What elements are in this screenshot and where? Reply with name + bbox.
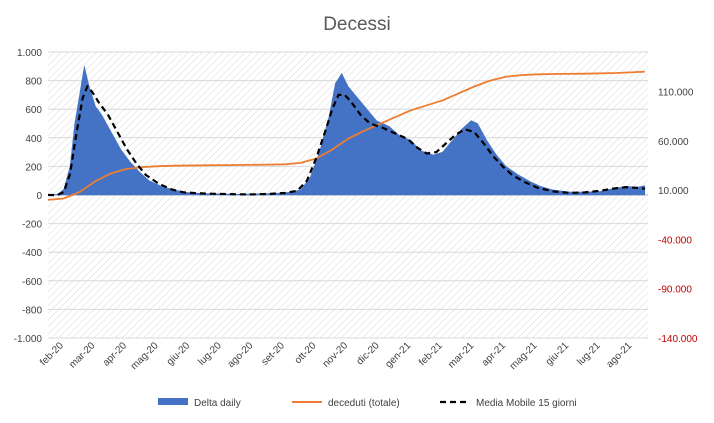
series-group — [47, 66, 646, 201]
y-axis-right: 110.000 60.000 10.000 -40.000 -90.000 -140.00… — [658, 87, 698, 345]
y-left-tick-label: -1.000 — [14, 334, 43, 345]
x-tick-label: nov-20 — [321, 340, 351, 370]
chart-title: Decessi — [323, 14, 391, 35]
y-left-tick-label: 0 — [36, 191, 42, 202]
x-tick-label: set-20 — [260, 340, 288, 368]
y-left-tick-label: -400 — [22, 248, 42, 259]
x-tick-label: apr-21 — [480, 340, 509, 369]
x-tick-label: ago-21 — [605, 340, 635, 370]
series-delta-daily-area — [47, 66, 646, 196]
y-left-tick-label: -600 — [22, 277, 42, 288]
y-left-tick-label: 1.000 — [17, 48, 42, 59]
legend-swatch-delta-daily — [158, 398, 188, 405]
x-tick-label: lug-20 — [196, 340, 224, 368]
x-tick-label: mag-20 — [129, 340, 161, 372]
x-tick-label: gen-21 — [383, 340, 413, 370]
y-left-tick-label: 400 — [25, 134, 42, 145]
x-tick-label: feb-21 — [417, 340, 445, 368]
y-left-tick-label: 800 — [25, 77, 42, 88]
series-deceduti-totale-line — [47, 70, 645, 201]
x-tick-label: feb-20 — [38, 340, 66, 368]
series-media-mobile-line — [48, 85, 645, 197]
y-left-tick-label: 200 — [25, 162, 42, 173]
y-right-tick-label: 60.000 — [658, 137, 689, 148]
y-right-tick-label: 10.000 — [658, 186, 689, 197]
y-axis-left: 1.000 800 600 400 200 0 -200 -400 -600 -800 -1.000 — [14, 48, 43, 345]
x-tick-label: apr-20 — [101, 340, 130, 369]
x-tick-label: mar-21 — [446, 340, 476, 370]
legend-label: deceduti (totale) — [328, 398, 400, 409]
y-left-tick-label: 600 — [25, 105, 42, 116]
x-tick-label: mag-21 — [508, 340, 540, 372]
legend: Delta daily deceduti (totale) Media Mobile… — [158, 398, 577, 409]
x-tick-label: giu-20 — [165, 340, 193, 368]
y-right-tick-label: -40.000 — [658, 235, 692, 246]
x-tick-label: mar-20 — [67, 340, 97, 370]
x-tick-label: ott-20 — [293, 340, 319, 366]
x-tick-label: ago-20 — [226, 340, 256, 370]
x-tick-label: lug-21 — [575, 340, 603, 368]
legend-label: Media Mobile 15 giorni — [476, 398, 577, 409]
y-left-tick-label: -200 — [22, 220, 42, 231]
y-right-tick-label: 110.000 — [658, 87, 694, 98]
legend-label: Delta daily — [194, 398, 241, 409]
y-right-tick-label: -90.000 — [658, 285, 692, 296]
x-tick-label: dic-20 — [355, 340, 382, 367]
x-axis: feb-20 mar-20 apr-20 mag-20 giu-20 lug-20 ago-… — [38, 337, 648, 372]
y-left-tick-label: -800 — [22, 305, 42, 316]
y-right-tick-label: -140.000 — [658, 334, 698, 345]
x-tick-label: giu-21 — [544, 340, 572, 368]
